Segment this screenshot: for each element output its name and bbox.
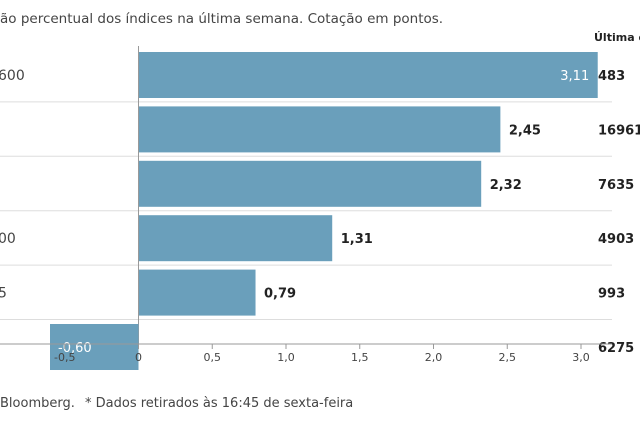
data-label: -0,60 <box>58 341 92 356</box>
bar <box>139 215 333 262</box>
data-label: 0,79 <box>264 287 296 302</box>
last-value: 483 <box>598 69 625 84</box>
source-note: Bloomberg. * Dados retirados às 16:45 de… <box>0 396 353 411</box>
x-tick-label: 3,0 <box>572 351 590 364</box>
data-label: 3,11 <box>560 69 589 84</box>
bar <box>139 160 482 207</box>
data-label: 2,32 <box>490 178 522 193</box>
last-value: 16961 <box>598 123 640 138</box>
last-quote-column-header: Última c <box>594 31 640 44</box>
source-text: Bloomberg. <box>0 396 75 411</box>
data-label: 1,31 <box>341 232 373 247</box>
chart-subtitle: ão percentual dos índices na última sema… <box>0 11 444 27</box>
bar <box>139 106 501 153</box>
category-label: 5 <box>0 286 7 302</box>
x-tick-label: -0,5 <box>54 351 75 364</box>
last-value: 7635 <box>598 178 634 193</box>
x-tick-label: 1,5 <box>351 351 369 364</box>
data-label: 2,45 <box>509 123 541 138</box>
x-tick-label: 0,5 <box>204 351 222 364</box>
x-tick-label: 1,0 <box>277 351 295 364</box>
bar <box>139 269 256 316</box>
last-value: 6275 <box>598 341 634 356</box>
category-label: 600 <box>0 68 25 84</box>
category-label: 00 <box>0 231 16 247</box>
last-value: 993 <box>598 287 625 302</box>
x-tick-label: 0 <box>135 351 142 364</box>
x-tick-label: 2,5 <box>499 351 517 364</box>
last-value: 4903 <box>598 232 634 247</box>
footnote-text: * Dados retirados às 16:45 de sexta-feir… <box>85 396 354 411</box>
bar <box>139 52 598 98</box>
x-tick-label: 2,0 <box>425 351 443 364</box>
